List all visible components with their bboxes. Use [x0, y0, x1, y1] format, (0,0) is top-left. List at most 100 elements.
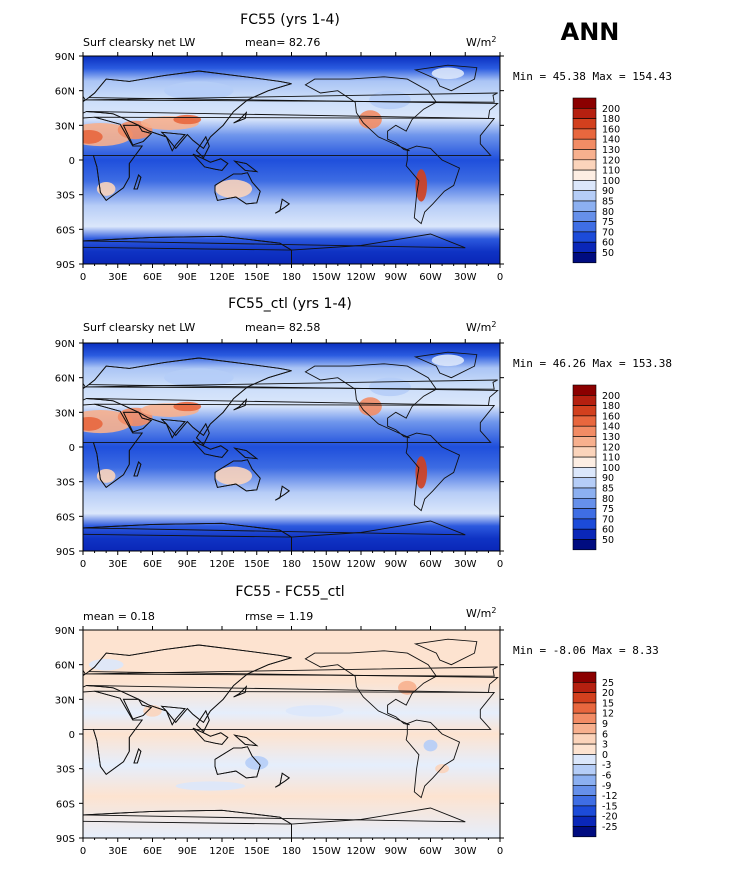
field-region — [358, 110, 382, 129]
coastline-india — [160, 705, 186, 726]
colorbar-label: 180 — [602, 114, 620, 125]
x-tick-label: 150E — [244, 272, 269, 283]
coastline-namerica — [0, 364, 19, 438]
colorbar-swatch — [572, 128, 597, 140]
x-tick-label: 0 — [497, 559, 503, 570]
colorbar-label: -6 — [602, 771, 611, 782]
coastline-greenland — [413, 64, 478, 92]
x-tick-label: 30W — [454, 272, 477, 283]
x-tick-label: 30E — [108, 272, 127, 283]
y-tick-label: 0 — [69, 443, 75, 454]
map-plot: 0 30E 60E 90E 120E 150E 180 150W 120W 90W 60W 30W 09… — [55, 626, 504, 857]
x-tick-label: 120W — [347, 846, 376, 857]
stats-label: Min = 45.38 Max = 154.43 — [513, 70, 672, 83]
panel-left-label: Surf clearsky net LW — [83, 321, 195, 334]
colorbar-swatch — [572, 733, 597, 745]
colorbar-swatch — [572, 528, 597, 540]
colorbar-swatch — [572, 497, 597, 509]
colorbar-label: 85 — [602, 197, 614, 208]
panel-1: FC55 (yrs 1-4) Surf clearsky net LW mean… — [0, 12, 672, 283]
y-tick-label: 60N — [55, 87, 75, 98]
panel-mid-label: mean= 82.76 — [245, 36, 320, 49]
panel-title: FC55 - FC55_ctl — [235, 584, 344, 600]
y-tick-label: 30S — [56, 478, 75, 489]
field-region — [215, 179, 253, 199]
x-tick-label: 90E — [178, 846, 197, 857]
colorbar-swatch — [572, 97, 597, 109]
panel-2: FC55_ctl (yrs 1-4) Surf clearsky net LW … — [0, 296, 672, 570]
field-region — [164, 368, 234, 387]
field-region — [415, 169, 428, 202]
coastline-nz — [275, 198, 290, 214]
colorbar-label: 75 — [602, 217, 614, 228]
coastline-greenland — [413, 638, 478, 666]
panel-left-label: mean = 0.18 — [83, 610, 155, 623]
coastline-uk — [85, 666, 498, 677]
colorbar-label: 110 — [602, 453, 620, 464]
x-tick-label: 60E — [143, 559, 162, 570]
colorbar-label: 160 — [602, 411, 620, 422]
field-region — [245, 755, 269, 770]
colorbar-swatch — [572, 805, 597, 817]
coastline-australia — [214, 172, 261, 205]
colorbar-swatch — [572, 394, 597, 406]
y-tick-label: 90S — [56, 547, 75, 558]
panel-title: FC55 (yrs 1-4) — [240, 12, 340, 28]
coastline-australia — [214, 459, 261, 492]
colorbar-swatch — [572, 692, 597, 704]
field-region — [431, 67, 465, 80]
coastline-antarctica — [83, 809, 292, 838]
colorbar-label: 15 — [602, 698, 614, 709]
coastline-samerica — [0, 146, 42, 224]
colorbar-label: 140 — [602, 422, 620, 433]
coastline-greenland — [0, 65, 60, 91]
colorbar-label: 85 — [602, 484, 614, 495]
coastline-uk — [85, 92, 498, 103]
x-tick-label: 30W — [454, 559, 477, 570]
y-tick-label: 30S — [56, 765, 75, 776]
field-region — [143, 705, 162, 717]
colorbar-swatch — [572, 436, 597, 448]
colorbar-swatch — [572, 118, 597, 130]
colorbar-label: 100 — [602, 176, 620, 187]
colorbar-label: 50 — [602, 535, 614, 546]
x-tick-label: 150W — [312, 559, 341, 570]
colorbar-swatch — [572, 774, 597, 786]
colorbar-label: -25 — [602, 822, 618, 833]
x-tick-label: 180 — [282, 846, 301, 857]
colorbar-swatch — [572, 681, 597, 693]
colorbar-label: 3 — [602, 740, 608, 751]
colorbar-swatch — [572, 826, 597, 838]
coastline-namerica — [304, 76, 437, 152]
field-region — [175, 781, 246, 791]
y-tick-label: 60S — [56, 512, 75, 523]
colorbar-swatch — [572, 702, 597, 714]
coastline-greenland — [0, 352, 60, 378]
coastline-indonesia — [192, 440, 229, 458]
colorbar-swatch — [572, 211, 597, 222]
coastline-newguinea — [233, 447, 259, 460]
colorbar-label: 50 — [602, 248, 614, 259]
colorbar-swatch — [572, 446, 597, 458]
colorbar-label: 80 — [602, 207, 614, 218]
colorbar-label: 130 — [602, 432, 620, 443]
x-tick-label: 0 — [497, 272, 503, 283]
coastline-indonesia — [192, 153, 229, 171]
field-region — [164, 81, 234, 100]
map-field-background — [83, 343, 500, 551]
coastline-seasia — [195, 422, 210, 446]
coastline-seasia — [195, 135, 210, 159]
coastline-samerica — [405, 145, 461, 225]
colorbar-swatch — [572, 384, 597, 396]
colorbar-label: 6 — [602, 729, 608, 740]
colorbar-label: 160 — [602, 124, 620, 135]
colorbar-swatch — [572, 764, 597, 776]
colorbar-label: -20 — [602, 812, 618, 823]
colorbar-swatch — [572, 467, 597, 478]
colorbar-swatch — [572, 754, 597, 766]
panel-3: FC55 - FC55_ctl mean = 0.18 rmse = 1.19 … — [55, 584, 659, 857]
colorbar-label: 60 — [602, 238, 614, 249]
colorbar-label: 9 — [602, 719, 608, 730]
